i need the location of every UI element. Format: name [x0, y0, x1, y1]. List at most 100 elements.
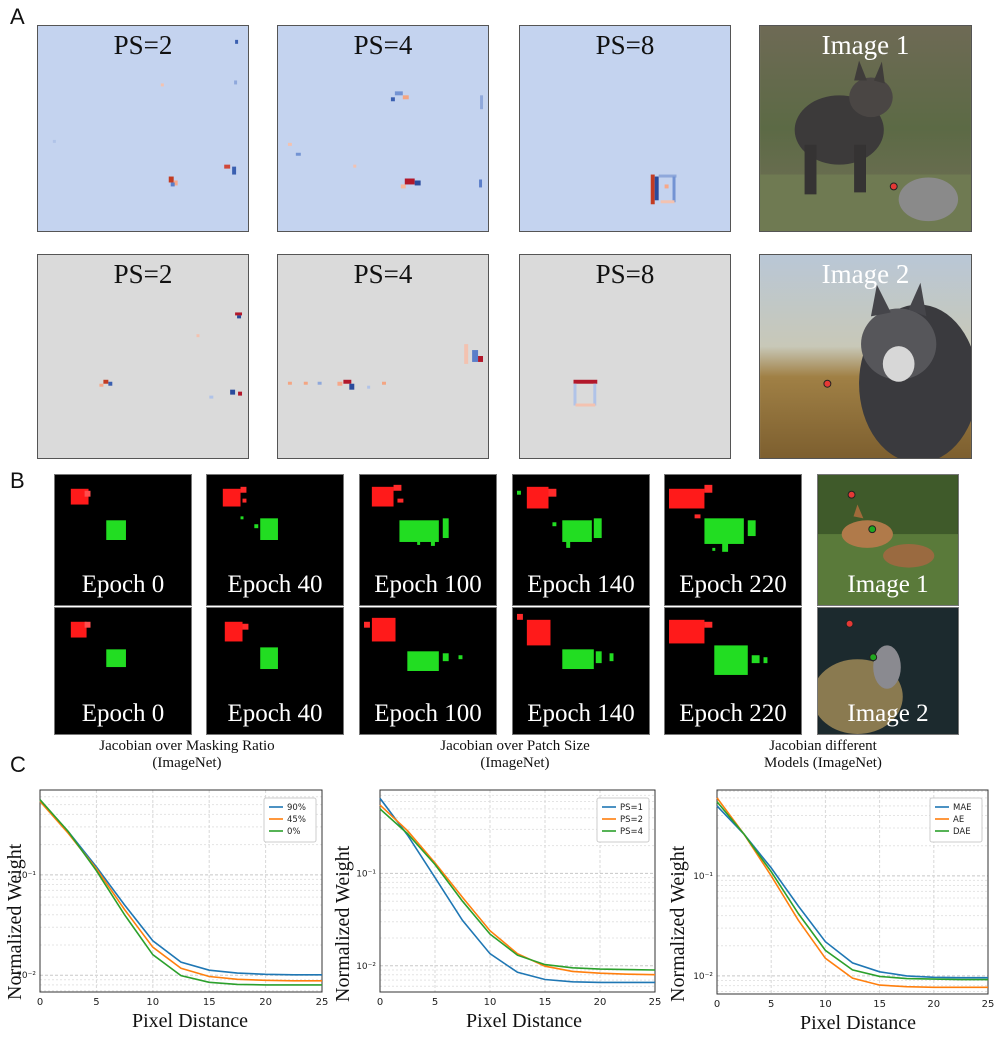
legend-label: 90% [287, 803, 306, 813]
x-axis-label: Pixel Distance [465, 1010, 583, 1032]
image-title: Image 1 [821, 30, 910, 60]
jacobian-map-row2-ps4: PS=4 [277, 254, 489, 459]
epoch-label: Epoch 0 [81, 700, 165, 727]
x-axis-label: Pixel Distance [799, 1012, 917, 1034]
series-line-AE [716, 797, 988, 989]
legend-label: PS=4 [620, 827, 643, 837]
jacobian-heatmap [287, 91, 484, 189]
y-tick-label: 10⁻¹ [693, 872, 713, 882]
foxes-photo-image-1 [818, 475, 958, 605]
chart-masking-ratio: 0 5 10 15 20 25 10⁻¹ 10⁻² 90% 45% 0% Normalized We… [0, 780, 330, 1043]
input-image-1: Image 1 [759, 25, 972, 232]
x-tick-label: 15 [539, 997, 552, 1008]
jacobian-map-row1-ps2: PS=2 [37, 25, 249, 232]
x-tick-label: 10 [146, 997, 159, 1008]
tile-title: PS=2 [113, 30, 173, 60]
epoch-label: Epoch 100 [374, 700, 482, 727]
epoch-map-row2-100: Epoch 100 [359, 607, 497, 735]
epoch-label: Epoch 220 [679, 571, 787, 598]
x-tick-label: 20 [259, 997, 272, 1008]
axes-frame [716, 789, 989, 995]
jacobian-mask [224, 621, 278, 670]
image-title: Image 2 [821, 259, 910, 289]
epoch-map-row2-140: Epoch 140 [512, 607, 650, 735]
epoch-map-row2-0: Epoch 0 [54, 607, 192, 735]
caption-masking-ratio: Jacobian over Masking Ratio (ImageNet) [99, 738, 275, 771]
legend-label: 45% [287, 815, 306, 825]
series-line-MAE [716, 805, 988, 979]
x-tick-label: 15 [873, 999, 886, 1010]
epoch-map-row1-0: Epoch 0 [54, 474, 192, 606]
legend-label: PS=1 [620, 803, 643, 813]
input-image-b1: Image 1 [817, 474, 959, 606]
series-line-90% [39, 799, 322, 976]
axes-frame [39, 789, 323, 993]
jacobian-heatmap [52, 39, 239, 187]
epoch-map-row1-220: Epoch 220 [664, 474, 802, 606]
epoch-map-row2-40: Epoch 40 [206, 607, 344, 735]
x-tick-label: 5 [432, 997, 438, 1008]
jacobian-heatmap [99, 312, 243, 399]
legend-label: AE [953, 815, 964, 825]
epoch-label: Epoch 140 [527, 700, 635, 727]
y-tick-label: 10⁻² [356, 962, 376, 972]
x-tick-label: 20 [927, 999, 940, 1010]
input-image-2: Image 2 [759, 254, 972, 459]
y-axis-label: Normalized Weight [4, 843, 26, 1000]
jacobian-map-row2-ps8: PS=8 [519, 254, 731, 459]
x-tick-label: 0 [37, 997, 43, 1008]
chart-different-models: 0 5 10 15 20 25 10⁻¹ 10⁻² MAE AE DAE Normalized We… [663, 780, 996, 1043]
caption-different-models: Jacobian different Models (ImageNet) [764, 738, 882, 771]
x-tick-label: 5 [768, 999, 774, 1010]
jacobian-mask [70, 488, 126, 540]
jacobian-mask [70, 621, 126, 668]
wolf-photo-image-2 [760, 255, 971, 458]
y-tick-label: 10⁻² [16, 971, 36, 981]
jacobian-mask [364, 617, 463, 671]
jacobian-heatmap [573, 379, 598, 407]
epoch-map-row2-220: Epoch 220 [664, 607, 802, 735]
x-tick-label: 10 [484, 997, 497, 1008]
y-axis-label: Normalized Weight [667, 845, 689, 1002]
jacobian-map-row1-ps8: PS=8 [519, 25, 731, 232]
epoch-label: Epoch 40 [227, 700, 323, 727]
x-axis-label: Pixel Distance [131, 1010, 249, 1032]
x-tick-label: 25 [982, 999, 995, 1010]
epoch-label: Epoch 140 [527, 571, 635, 598]
x-tick-label: 0 [714, 999, 720, 1010]
input-image-b2: Image 2 [817, 607, 959, 735]
jacobian-mask [669, 619, 768, 675]
tile-title: PS=8 [595, 259, 655, 289]
legend-label: PS=2 [620, 815, 643, 825]
series-line-PS=1 [379, 797, 655, 984]
epoch-label: Epoch 0 [81, 571, 165, 598]
tile-title: PS=4 [353, 259, 413, 289]
jacobian-map-row2-ps2: PS=2 [37, 254, 249, 459]
jacobian-mask [668, 484, 756, 552]
jacobian-mask [371, 484, 449, 546]
panel-letter-a: A [10, 4, 25, 29]
jacobian-mask [516, 486, 602, 548]
x-tick-label: 20 [594, 997, 607, 1008]
chart-svg: 0 5 10 15 20 25 10⁻¹ 10⁻² PS=1 PS=2 PS=4 [356, 789, 661, 1008]
jacobian-heatmap [650, 174, 677, 205]
series-line-0% [39, 799, 322, 986]
caption-patch-size: Jacobian over Patch Size (ImageNet) [440, 738, 590, 771]
jacobian-mask [222, 486, 278, 540]
x-tick-label: 0 [377, 997, 383, 1008]
x-tick-label: 5 [93, 997, 99, 1008]
panel-letter-b: B [10, 468, 25, 493]
y-axis-label: Normalized Weight [332, 845, 354, 1002]
legend-label: MAE [953, 803, 972, 813]
epoch-map-row1-140: Epoch 140 [512, 474, 650, 606]
x-tick-label: 25 [316, 997, 329, 1008]
chart-svg: 0 5 10 15 20 25 10⁻¹ 10⁻² 90% 45% 0% [16, 789, 329, 1008]
epoch-map-row1-100: Epoch 100 [359, 474, 497, 606]
epoch-label: Epoch 40 [227, 571, 323, 598]
legend-label: DAE [953, 827, 971, 837]
series-line-DAE [716, 801, 988, 981]
tile-title: PS=4 [353, 30, 413, 60]
tile-title: PS=8 [595, 30, 655, 60]
tile-title: PS=2 [113, 259, 173, 289]
y-tick-label: 10⁻² [693, 972, 713, 982]
